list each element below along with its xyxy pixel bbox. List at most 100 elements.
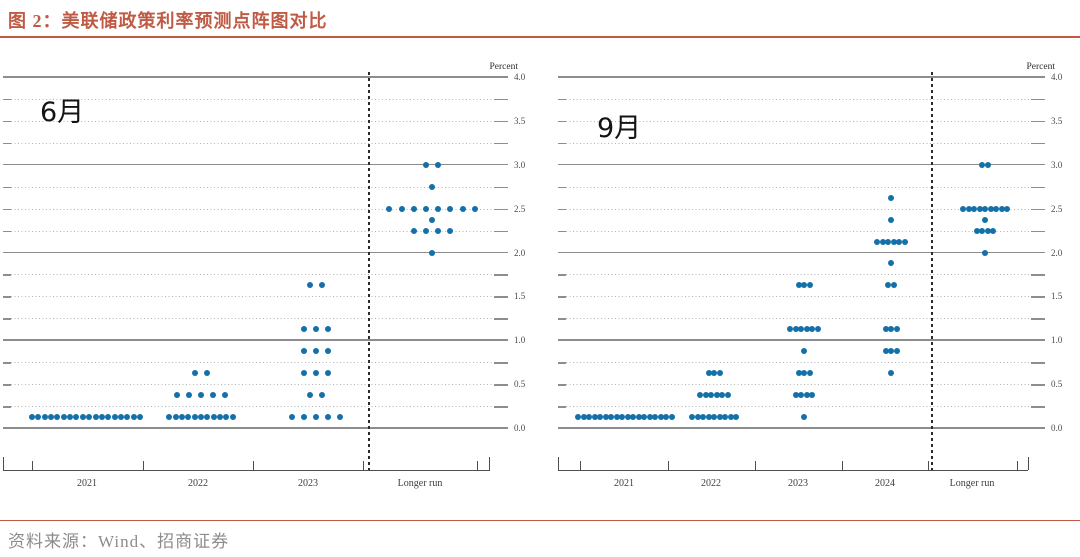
projection-dot: [990, 227, 997, 234]
gridline-solid: [3, 251, 508, 253]
gridline-left-tick: [3, 406, 11, 408]
x-tick-label: 2021: [614, 478, 634, 489]
projection-dot: [801, 414, 807, 421]
longer-run-separator: [368, 72, 370, 470]
y-tick-label: 1.0: [514, 335, 526, 346]
projection-dot: [124, 414, 131, 421]
projection-dot: [705, 370, 712, 377]
y-axis-caption: Percent: [489, 62, 519, 72]
projection-dot: [608, 414, 615, 421]
projection-dot: [971, 205, 977, 212]
projection-dot: [325, 348, 332, 355]
projection-dot: [890, 238, 897, 245]
projection-dot: [591, 414, 598, 421]
projection-dot: [814, 326, 821, 333]
gridline-left-tick: [3, 274, 11, 276]
gridline-right-tick: [1031, 230, 1045, 233]
projection-dot: [716, 370, 723, 377]
gridline-left-tick: [558, 362, 566, 364]
projection-dot: [801, 370, 807, 377]
projection-dot: [435, 161, 442, 168]
gridline-solid: [3, 163, 508, 166]
projection-dot: [982, 249, 988, 256]
y-tick-label: 0.5: [1051, 379, 1063, 390]
gridline-dotted: [566, 274, 1031, 276]
projection-dot: [429, 216, 435, 223]
projection-dot: [809, 392, 816, 399]
projection-dot: [716, 414, 723, 421]
gridline-left-tick: [558, 230, 566, 233]
gridline-right-tick: [494, 274, 508, 276]
projection-dot: [313, 370, 319, 377]
projection-dot: [319, 392, 326, 399]
gridline-right-tick: [494, 208, 508, 211]
x-axis-tick: [143, 461, 144, 470]
x-tick-label: 2022: [188, 478, 208, 489]
gridline-dotted: [566, 186, 1031, 188]
figure-title: 图 2：美联储政策利率预测点阵图对比: [8, 11, 328, 31]
gridline-dotted: [11, 384, 494, 386]
projection-dot: [630, 414, 637, 421]
projection-dot: [313, 326, 319, 333]
x-axis-tick: [3, 457, 4, 470]
projection-dot: [613, 414, 620, 421]
gridline-right-tick: [494, 186, 508, 189]
gridline-dotted: [11, 98, 494, 100]
projection-dot: [300, 414, 307, 421]
x-axis-line: [558, 470, 1028, 471]
projection-dot: [694, 414, 701, 421]
projection-dot: [98, 414, 105, 421]
projection-dot: [300, 348, 307, 355]
x-tick-label: Longer run: [949, 478, 995, 489]
gridline-solid: [3, 339, 508, 341]
projection-dot: [447, 205, 454, 212]
projection-dot: [204, 370, 211, 377]
projection-dot: [890, 282, 897, 289]
projection-dot: [806, 282, 813, 289]
gridline-right-tick: [1031, 406, 1045, 408]
projection-dot: [422, 161, 429, 168]
projection-dot: [711, 370, 717, 377]
projection-dot: [41, 414, 48, 421]
gridline-left-tick: [3, 362, 11, 364]
y-tick-label: 0.0: [1051, 423, 1063, 433]
projection-dot: [210, 414, 217, 421]
projection-dot: [624, 414, 631, 421]
y-tick-label: 4.0: [1051, 72, 1063, 82]
projection-dot: [641, 414, 648, 421]
x-axis-tick: [477, 461, 478, 470]
gridline-dotted: [566, 318, 1031, 320]
footer-rule: [0, 520, 1080, 521]
y-tick-label: 3.5: [1051, 115, 1063, 126]
gridline-right-tick: [494, 142, 508, 145]
gridline-left-tick: [3, 120, 11, 123]
projection-dot: [398, 205, 405, 212]
y-tick-label: 1.5: [514, 291, 526, 302]
projection-dot: [198, 414, 204, 421]
gridline-right-tick: [494, 318, 508, 320]
y-tick-label: 2.0: [1051, 247, 1063, 258]
projection-dot: [73, 414, 80, 421]
gridline-left-tick: [3, 98, 11, 101]
projection-dot: [803, 326, 810, 333]
x-axis-tick: [363, 461, 364, 470]
y-tick-label: 4.0: [514, 72, 526, 82]
x-axis-line: [3, 470, 490, 471]
projection-dot: [705, 414, 712, 421]
longer-run-separator: [931, 72, 933, 470]
y-tick-label: 1.5: [1051, 291, 1063, 302]
gridline-left-tick: [558, 384, 566, 386]
projection-dot: [223, 414, 230, 421]
projection-dot: [319, 282, 326, 289]
projection-dot: [697, 392, 704, 399]
projection-dot: [325, 326, 332, 333]
y-axis-caption: Percent: [1026, 62, 1056, 72]
projection-dot: [733, 414, 739, 421]
x-tick-label: 2023: [298, 478, 318, 489]
projection-dot: [619, 414, 626, 421]
projection-dot: [325, 370, 332, 377]
projection-dot: [447, 227, 454, 234]
projection-dot: [888, 194, 894, 201]
projection-dot: [801, 348, 807, 355]
gridline-right-tick: [494, 98, 508, 101]
